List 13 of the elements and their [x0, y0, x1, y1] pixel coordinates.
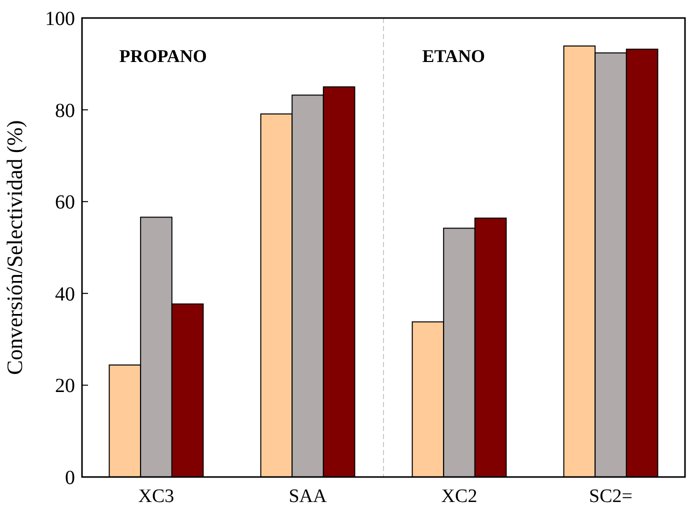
y-tick-label: 60 [55, 192, 75, 214]
y-tick-label: 80 [55, 100, 75, 122]
annotation: PROPANO [119, 46, 207, 66]
y-tick-label: 0 [65, 467, 75, 489]
x-tick-label: SAA [288, 486, 328, 507]
x-tick-label: XC2 [441, 486, 478, 507]
x-tick-label: XC3 [138, 486, 174, 507]
y-tick-label: 40 [55, 283, 75, 306]
annotation: ETANO [422, 46, 485, 66]
y-tick-label: 100 [45, 8, 75, 30]
y-axis-title: Conversión/Selectividad (%) [2, 120, 27, 375]
x-tick-label: SC2= [589, 486, 632, 507]
y-tick-label: 20 [55, 375, 75, 398]
